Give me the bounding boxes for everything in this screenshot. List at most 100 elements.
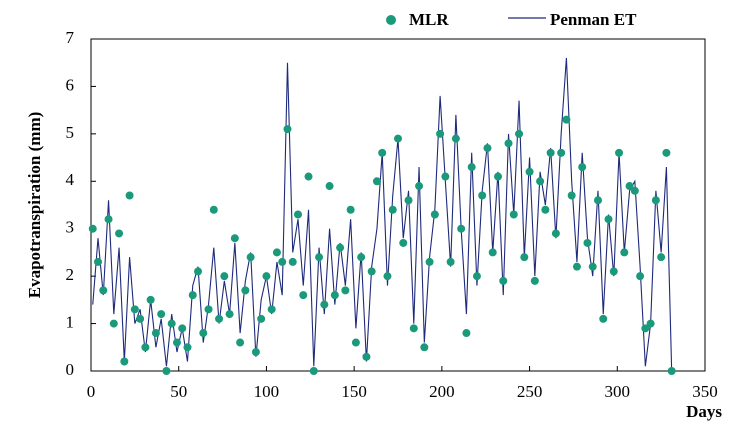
point: [599, 314, 608, 323]
point: [157, 310, 166, 319]
legend-swatch: [386, 15, 396, 25]
point: [483, 144, 492, 153]
point: [151, 329, 160, 338]
point: [304, 172, 313, 181]
point: [125, 191, 134, 200]
point: [409, 324, 418, 333]
point: [436, 129, 445, 138]
point: [588, 262, 597, 271]
point: [399, 238, 408, 247]
point: [630, 186, 639, 195]
point: [604, 215, 613, 224]
point: [657, 253, 666, 262]
point: [225, 310, 234, 319]
point: [183, 343, 192, 352]
x-tick-label: 200: [429, 382, 455, 401]
point: [446, 257, 455, 266]
point: [415, 182, 424, 191]
point: [215, 314, 224, 323]
point: [662, 148, 671, 157]
y-tick-label: 1: [66, 312, 75, 331]
point: [509, 210, 518, 219]
x-tick-label: 350: [692, 382, 718, 401]
point: [336, 243, 345, 252]
point: [451, 134, 460, 143]
point: [294, 210, 303, 219]
point: [188, 291, 197, 300]
point: [309, 367, 318, 375]
point: [646, 319, 655, 328]
point: [99, 286, 108, 295]
point: [267, 305, 276, 314]
point: [315, 253, 324, 262]
point: [593, 196, 602, 205]
point: [257, 314, 266, 323]
point: [346, 205, 355, 214]
x-tick-label: 250: [517, 382, 543, 401]
point: [609, 267, 618, 276]
point: [141, 343, 150, 352]
point: [341, 286, 350, 295]
y-tick-label: 2: [66, 265, 75, 284]
point: [504, 139, 513, 148]
point: [372, 177, 381, 186]
point: [515, 129, 524, 138]
point: [88, 224, 97, 233]
point: [115, 229, 124, 238]
point: [457, 224, 466, 233]
point: [220, 272, 229, 281]
point: [94, 257, 103, 266]
point: [320, 300, 329, 309]
y-axis-label: Evapotranspiration (mm): [25, 112, 44, 299]
point: [272, 248, 281, 257]
point: [583, 238, 592, 247]
legend-label: MLR: [409, 10, 449, 29]
point: [120, 357, 129, 366]
point: [194, 267, 203, 276]
point: [109, 319, 118, 328]
point: [330, 291, 339, 300]
point: [241, 286, 250, 295]
point: [625, 182, 634, 191]
point: [667, 367, 676, 375]
point: [178, 324, 187, 333]
y-tick-label: 4: [66, 170, 75, 189]
point: [425, 257, 434, 266]
point: [230, 234, 239, 243]
point: [378, 148, 387, 157]
point: [520, 253, 529, 262]
point: [641, 324, 650, 333]
point: [394, 134, 402, 143]
point: [325, 182, 334, 191]
point: [299, 291, 308, 300]
x-tick-label: 50: [170, 382, 187, 401]
point: [478, 191, 487, 200]
point: [636, 272, 645, 281]
point: [246, 253, 255, 262]
point: [462, 329, 471, 338]
point: [467, 163, 476, 172]
point: [546, 148, 555, 157]
point: [357, 253, 366, 262]
point: [251, 348, 260, 357]
point: [383, 272, 392, 281]
point: [493, 172, 502, 181]
point: [578, 163, 587, 172]
point: [236, 338, 245, 347]
point: [199, 329, 208, 338]
point: [530, 276, 539, 285]
legend-label: Penman ET: [550, 10, 637, 29]
point: [167, 319, 176, 328]
point: [172, 338, 181, 347]
point: [404, 196, 413, 205]
point: [525, 167, 534, 176]
point: [472, 272, 481, 281]
point: [351, 338, 360, 347]
y-tick-label: 6: [66, 75, 75, 94]
y-tick-label: 7: [66, 28, 75, 47]
x-tick-label: 300: [605, 382, 631, 401]
point: [430, 210, 439, 219]
point: [136, 314, 145, 323]
y-tick-label: 3: [66, 218, 75, 237]
